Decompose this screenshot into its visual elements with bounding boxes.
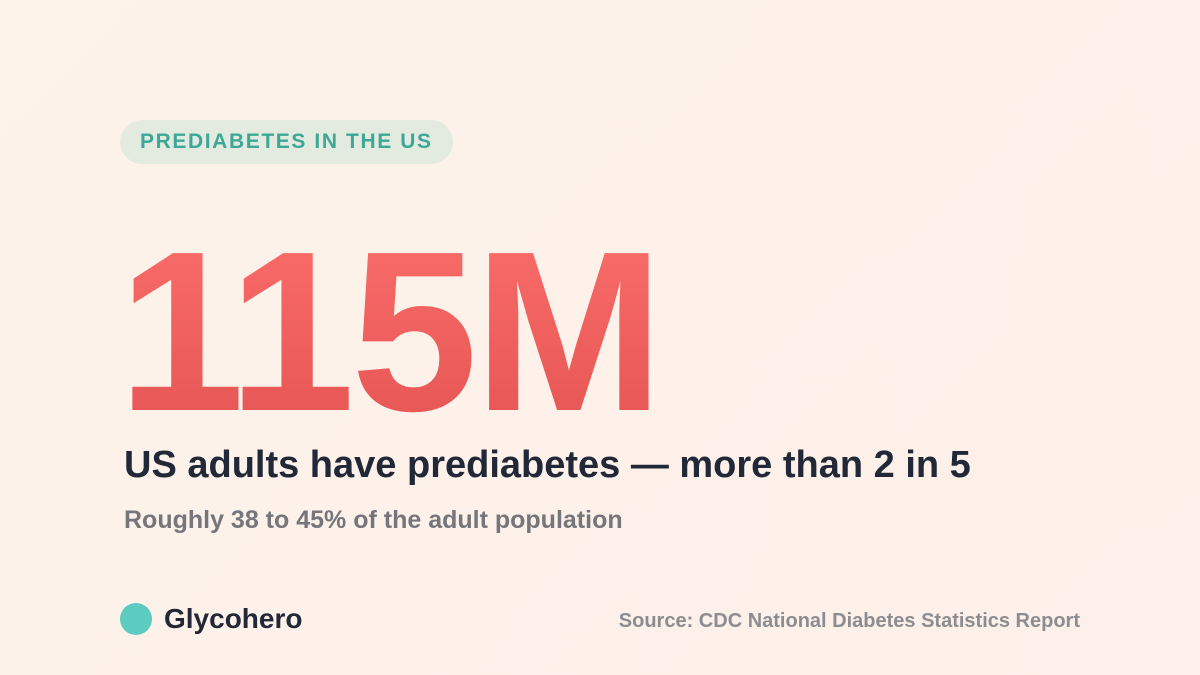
brand: Glycohero (120, 603, 302, 635)
brand-name: Glycohero (164, 603, 303, 634)
detail: Roughly 38 to 45% of the adult populatio… (124, 506, 623, 534)
subhead: US adults have prediabetes — more than 2… (124, 444, 971, 486)
brand-logo (120, 603, 152, 635)
source: Source: CDC National Diabetes Statistics… (618, 610, 1080, 632)
tag: PREDIABETES IN THE US (120, 120, 453, 164)
headline: 115M (118, 205, 664, 459)
